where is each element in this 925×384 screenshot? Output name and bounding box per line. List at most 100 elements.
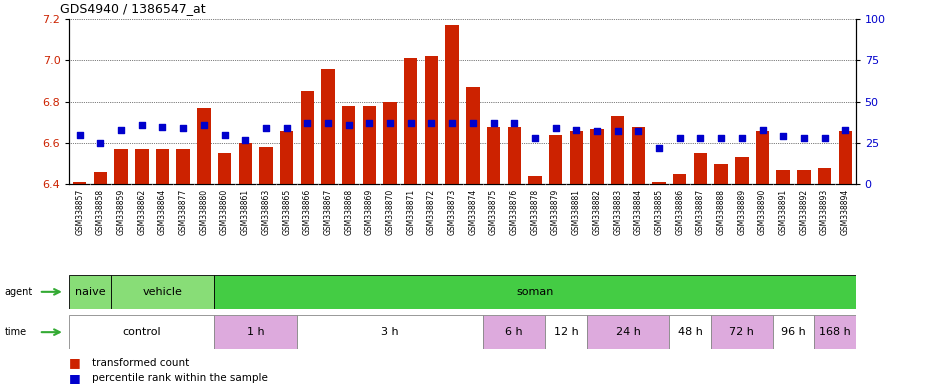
Text: GSM338864: GSM338864 — [158, 189, 167, 235]
Text: GSM338882: GSM338882 — [593, 189, 601, 235]
Bar — [197, 108, 211, 184]
Point — [258, 125, 274, 131]
Text: 168 h: 168 h — [819, 327, 851, 337]
Point — [549, 125, 563, 131]
Text: GSM338874: GSM338874 — [468, 189, 477, 235]
Bar — [483, 315, 545, 349]
Bar — [508, 126, 521, 184]
Text: GSM338879: GSM338879 — [551, 189, 561, 235]
Text: GSM338860: GSM338860 — [220, 189, 229, 235]
Point — [734, 135, 749, 141]
Bar — [342, 106, 355, 184]
Bar — [215, 275, 856, 309]
Text: 6 h: 6 h — [505, 327, 523, 337]
Text: GSM338870: GSM338870 — [386, 189, 395, 235]
Bar — [155, 149, 169, 184]
Text: GSM338871: GSM338871 — [406, 189, 415, 235]
Text: vehicle: vehicle — [142, 287, 182, 297]
Point — [424, 120, 438, 126]
Bar — [694, 153, 708, 184]
Text: GSM338892: GSM338892 — [799, 189, 808, 235]
Text: GSM338891: GSM338891 — [779, 189, 788, 235]
Bar — [446, 25, 459, 184]
Point — [507, 120, 522, 126]
Text: GSM338886: GSM338886 — [675, 189, 684, 235]
Point — [838, 127, 853, 133]
Text: soman: soman — [516, 287, 553, 297]
Text: GSM338857: GSM338857 — [75, 189, 84, 235]
Text: 3 h: 3 h — [381, 327, 399, 337]
Bar — [297, 315, 483, 349]
Text: ■: ■ — [69, 356, 81, 369]
Text: 72 h: 72 h — [730, 327, 754, 337]
Text: GSM338863: GSM338863 — [262, 189, 270, 235]
Text: 48 h: 48 h — [678, 327, 702, 337]
Bar — [773, 315, 814, 349]
Point — [817, 135, 832, 141]
Bar — [135, 149, 149, 184]
Text: GSM338887: GSM338887 — [696, 189, 705, 235]
Bar — [652, 182, 666, 184]
Bar — [818, 168, 832, 184]
Bar — [73, 182, 86, 184]
Text: GSM338890: GSM338890 — [758, 189, 767, 235]
Point — [196, 122, 211, 128]
Bar — [259, 147, 273, 184]
Text: transformed count: transformed count — [92, 358, 190, 368]
Point — [651, 145, 666, 151]
Bar — [797, 170, 810, 184]
Point — [341, 122, 356, 128]
Text: 24 h: 24 h — [616, 327, 640, 337]
Bar — [528, 176, 542, 184]
Point — [693, 135, 708, 141]
Point — [93, 140, 108, 146]
Point — [279, 125, 294, 131]
Text: GSM338867: GSM338867 — [324, 189, 332, 235]
Text: GSM338859: GSM338859 — [117, 189, 126, 235]
Text: time: time — [5, 327, 27, 337]
Point — [487, 120, 501, 126]
Bar — [93, 172, 107, 184]
Point — [672, 135, 687, 141]
Text: 1 h: 1 h — [247, 327, 265, 337]
Text: GSM338883: GSM338883 — [613, 189, 623, 235]
Bar — [586, 315, 670, 349]
Point — [300, 120, 314, 126]
Bar — [710, 315, 773, 349]
Bar — [673, 174, 686, 184]
Point — [776, 133, 791, 139]
Bar — [756, 131, 770, 184]
Text: GSM338884: GSM338884 — [634, 189, 643, 235]
Bar — [545, 315, 586, 349]
Point — [217, 132, 232, 138]
Point — [465, 120, 480, 126]
Text: GSM338861: GSM338861 — [240, 189, 250, 235]
Point — [238, 137, 253, 143]
Bar — [590, 129, 604, 184]
Text: GSM338865: GSM338865 — [282, 189, 291, 235]
Bar — [404, 58, 417, 184]
Bar — [670, 315, 710, 349]
Bar — [549, 135, 562, 184]
Point — [134, 122, 149, 128]
Point — [610, 128, 625, 134]
Bar — [301, 91, 314, 184]
Bar — [570, 131, 583, 184]
Bar — [383, 102, 397, 184]
Text: naive: naive — [75, 287, 105, 297]
Point — [383, 120, 398, 126]
Point — [321, 120, 336, 126]
Bar — [466, 87, 479, 184]
Text: GSM338875: GSM338875 — [489, 189, 498, 235]
Text: GSM338881: GSM338881 — [572, 189, 581, 235]
Point — [176, 125, 191, 131]
Bar — [280, 131, 293, 184]
Bar — [69, 315, 215, 349]
Bar — [363, 106, 376, 184]
Bar — [714, 164, 728, 184]
Text: 96 h: 96 h — [782, 327, 806, 337]
Text: 12 h: 12 h — [553, 327, 578, 337]
Text: GSM338873: GSM338873 — [448, 189, 457, 235]
Bar — [839, 131, 852, 184]
Text: GSM338885: GSM338885 — [655, 189, 663, 235]
